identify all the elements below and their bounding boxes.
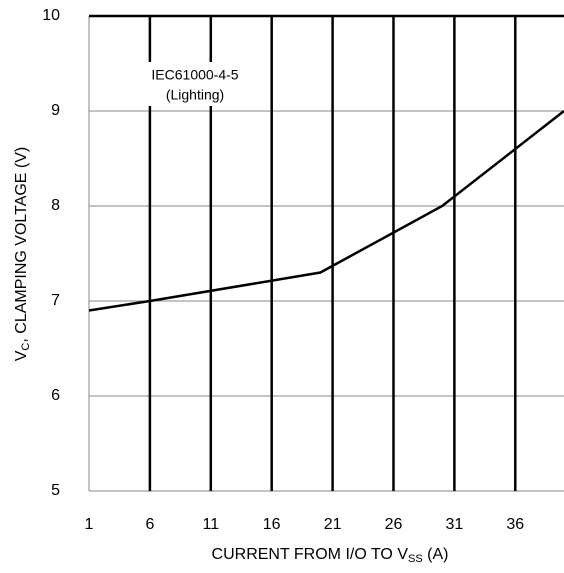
x-axis-label: CURRENT FROM I/O TO VSS (A)	[212, 546, 449, 565]
x-tick-label: 16	[263, 516, 281, 533]
x-label-sub: SS	[408, 553, 423, 565]
y-tick-label: 7	[51, 292, 60, 309]
x-tick-label: 11	[202, 516, 219, 533]
y-label-text: V	[13, 350, 30, 361]
x-tick-label: 21	[324, 516, 342, 533]
x-tick-label: 1	[85, 516, 94, 533]
annotation: (Lighting)	[166, 87, 224, 103]
y-tick-label: 9	[51, 102, 60, 119]
annotation-box	[136, 62, 256, 106]
y-tick-label: 6	[51, 387, 60, 404]
x-label-unit: (A)	[423, 546, 449, 563]
y-label-rest: , CLAMPING VOLTAGE (V)	[13, 147, 30, 343]
y-tick-label: 10	[42, 7, 60, 24]
y-label-sub: C	[20, 343, 32, 351]
x-label-text: CURRENT FROM I/O TO V	[212, 546, 409, 563]
x-tick-label: 26	[385, 516, 403, 533]
y-tick-label: 5	[51, 482, 60, 499]
x-tick-label: 36	[506, 516, 524, 533]
y-tick-label: 8	[51, 197, 60, 214]
data-line	[88, 110, 564, 312]
annotation: IEC61000-4-5	[151, 67, 238, 83]
y-axis-label: VC, CLAMPING VOLTAGE (V)	[13, 147, 32, 362]
x-tick-label: 31	[445, 516, 463, 533]
x-tick-label: 6	[145, 516, 154, 533]
